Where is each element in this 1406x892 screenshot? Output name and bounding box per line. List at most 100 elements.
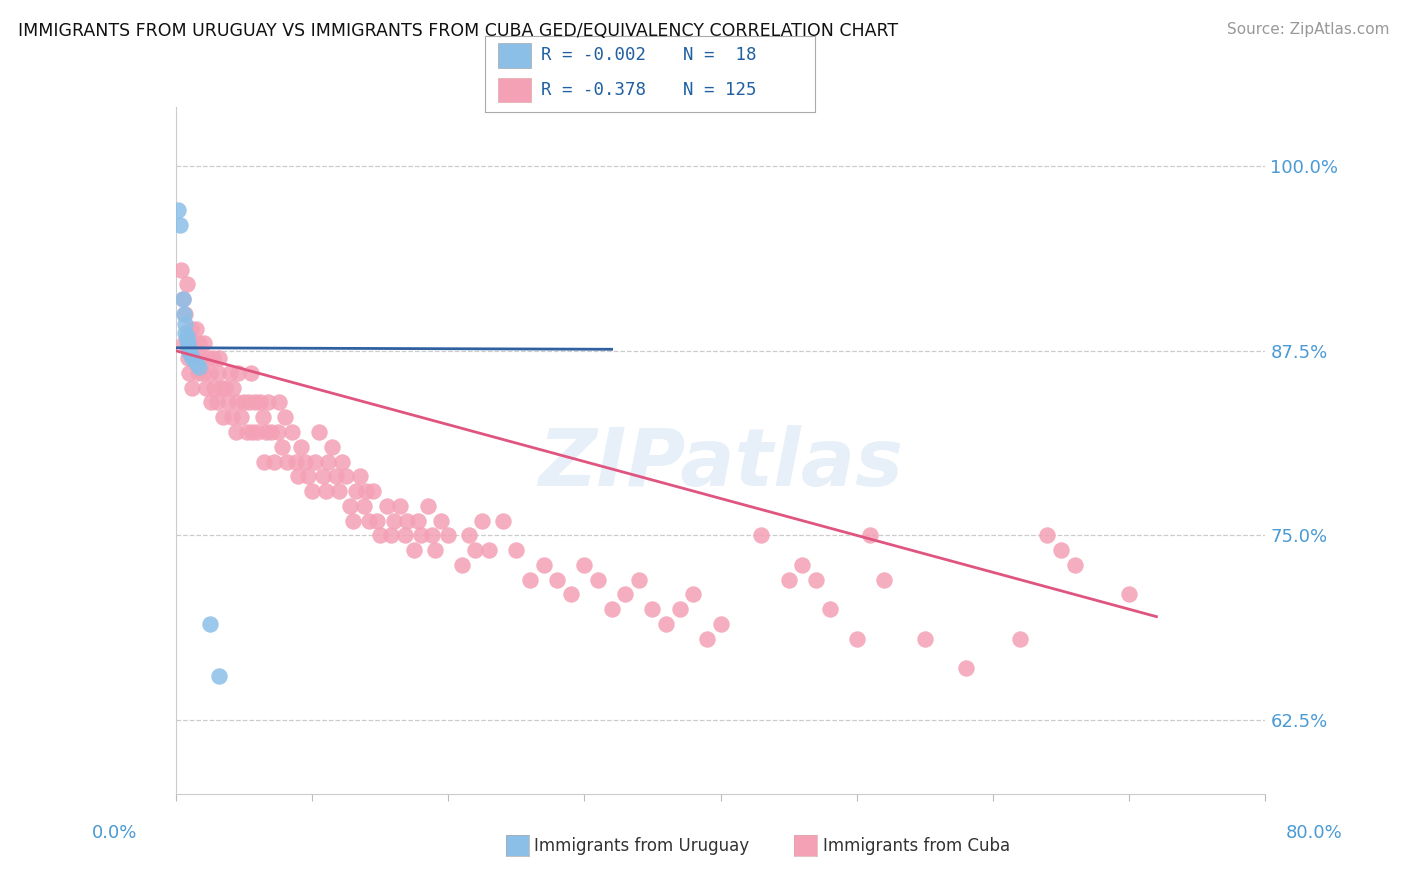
Point: [194, 381, 217, 395]
Point: [173, 336, 195, 351]
Point: [519, 573, 541, 587]
Point: [254, 425, 277, 439]
Point: [353, 499, 375, 513]
Point: [349, 469, 371, 483]
Point: [301, 484, 323, 499]
Point: [198, 366, 221, 380]
Point: [179, 343, 201, 357]
Point: [191, 366, 214, 380]
Point: [382, 514, 405, 528]
Point: [404, 543, 426, 558]
Point: [209, 381, 232, 395]
Point: [238, 395, 260, 409]
Point: [280, 425, 302, 439]
Point: [574, 558, 596, 572]
Point: [710, 617, 733, 632]
Point: [257, 395, 280, 409]
Point: [287, 469, 309, 483]
Point: [394, 528, 416, 542]
Point: [200, 395, 222, 409]
Point: [600, 602, 623, 616]
Point: [180, 321, 202, 335]
Point: [437, 528, 460, 542]
Point: [655, 617, 678, 632]
Point: [396, 514, 419, 528]
Point: [214, 381, 236, 395]
Point: [169, 218, 191, 232]
Point: [792, 558, 814, 572]
Point: [409, 528, 432, 542]
Point: [167, 203, 190, 218]
Point: [172, 292, 194, 306]
Point: [335, 469, 357, 483]
Bar: [498, 44, 531, 68]
Point: [328, 484, 350, 499]
Point: [188, 351, 211, 366]
Point: [276, 454, 298, 468]
Text: N =  18: N = 18: [683, 46, 756, 64]
Point: [186, 321, 208, 335]
Point: [177, 339, 200, 353]
Point: [450, 558, 472, 572]
Point: [187, 359, 209, 374]
Point: [368, 528, 391, 542]
Point: [202, 381, 225, 395]
Point: [492, 514, 515, 528]
Point: [217, 395, 239, 409]
Text: 80.0%: 80.0%: [1286, 824, 1343, 842]
Point: [243, 395, 266, 409]
Point: [176, 329, 198, 343]
Point: [344, 484, 367, 499]
Text: Immigrants from Cuba: Immigrants from Cuba: [823, 837, 1010, 855]
Text: R = -0.378: R = -0.378: [541, 81, 647, 99]
Point: [380, 528, 402, 542]
Text: N = 125: N = 125: [683, 81, 756, 99]
Point: [318, 454, 340, 468]
Point: [174, 326, 197, 340]
Point: [294, 454, 316, 468]
Point: [174, 317, 197, 331]
Point: [197, 351, 219, 366]
Point: [914, 632, 936, 646]
Point: [222, 381, 245, 395]
Point: [246, 425, 269, 439]
Point: [955, 661, 977, 675]
Point: [186, 366, 209, 380]
Point: [183, 336, 205, 351]
Point: [304, 454, 326, 468]
Point: [179, 366, 201, 380]
Point: [356, 484, 378, 499]
Point: [308, 425, 330, 439]
Point: [176, 334, 198, 348]
Point: [416, 499, 439, 513]
Point: [751, 528, 773, 542]
Point: [406, 514, 429, 528]
Point: [342, 514, 364, 528]
Text: ZIPatlas: ZIPatlas: [538, 425, 903, 503]
Point: [668, 602, 690, 616]
Point: [375, 499, 398, 513]
Point: [1050, 543, 1073, 558]
Point: [177, 336, 200, 351]
Point: [586, 573, 609, 587]
Point: [560, 587, 582, 601]
Point: [249, 395, 271, 409]
Point: [235, 425, 257, 439]
Point: [207, 366, 229, 380]
Text: 0.0%: 0.0%: [91, 824, 136, 842]
Point: [423, 543, 446, 558]
Point: [420, 528, 443, 542]
Point: [232, 395, 254, 409]
Point: [471, 514, 494, 528]
Point: [325, 469, 347, 483]
Point: [181, 381, 204, 395]
Point: [366, 514, 388, 528]
Point: [1063, 558, 1085, 572]
Point: [321, 440, 343, 454]
Point: [226, 395, 249, 409]
Point: [641, 602, 664, 616]
Text: Source: ZipAtlas.com: Source: ZipAtlas.com: [1226, 22, 1389, 37]
Point: [330, 454, 353, 468]
Point: [184, 351, 207, 366]
Point: [205, 395, 228, 409]
